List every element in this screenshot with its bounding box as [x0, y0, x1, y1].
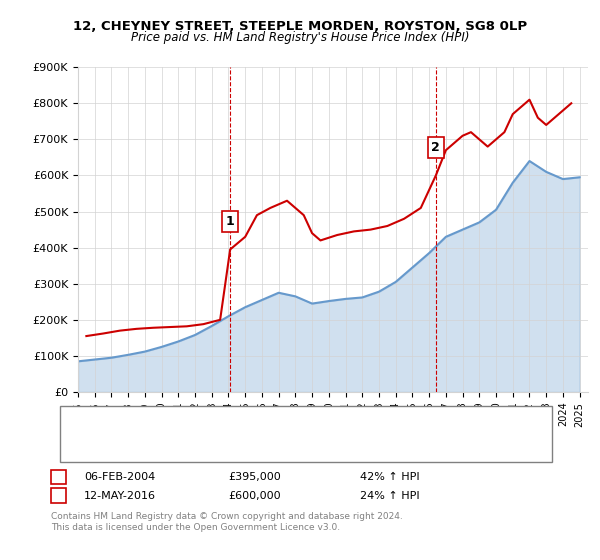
Text: 12, CHEYNEY STREET, STEEPLE MORDEN, ROYSTON, SG8 0LP (detached house): 12, CHEYNEY STREET, STEEPLE MORDEN, ROYS…	[126, 417, 515, 427]
Text: £395,000: £395,000	[228, 472, 281, 482]
Text: HPI: Average price, detached house, South Cambridgeshire: HPI: Average price, detached house, Sout…	[126, 443, 416, 453]
Text: 2: 2	[431, 141, 440, 154]
Text: 12, CHEYNEY STREET, STEEPLE MORDEN, ROYSTON, SG8 0LP: 12, CHEYNEY STREET, STEEPLE MORDEN, ROYS…	[73, 20, 527, 32]
Text: ─────: ─────	[72, 441, 110, 455]
Text: 24% ↑ HPI: 24% ↑ HPI	[360, 491, 419, 501]
Text: 1: 1	[226, 215, 235, 228]
Text: ─────: ─────	[72, 415, 110, 428]
Text: 42% ↑ HPI: 42% ↑ HPI	[360, 472, 419, 482]
Text: Contains HM Land Registry data © Crown copyright and database right 2024.
This d: Contains HM Land Registry data © Crown c…	[51, 512, 403, 532]
Text: 2: 2	[55, 491, 62, 501]
Text: 12-MAY-2016: 12-MAY-2016	[84, 491, 156, 501]
Text: £600,000: £600,000	[228, 491, 281, 501]
Text: 06-FEB-2004: 06-FEB-2004	[84, 472, 155, 482]
Text: Price paid vs. HM Land Registry's House Price Index (HPI): Price paid vs. HM Land Registry's House …	[131, 31, 469, 44]
Text: 1: 1	[55, 472, 62, 482]
